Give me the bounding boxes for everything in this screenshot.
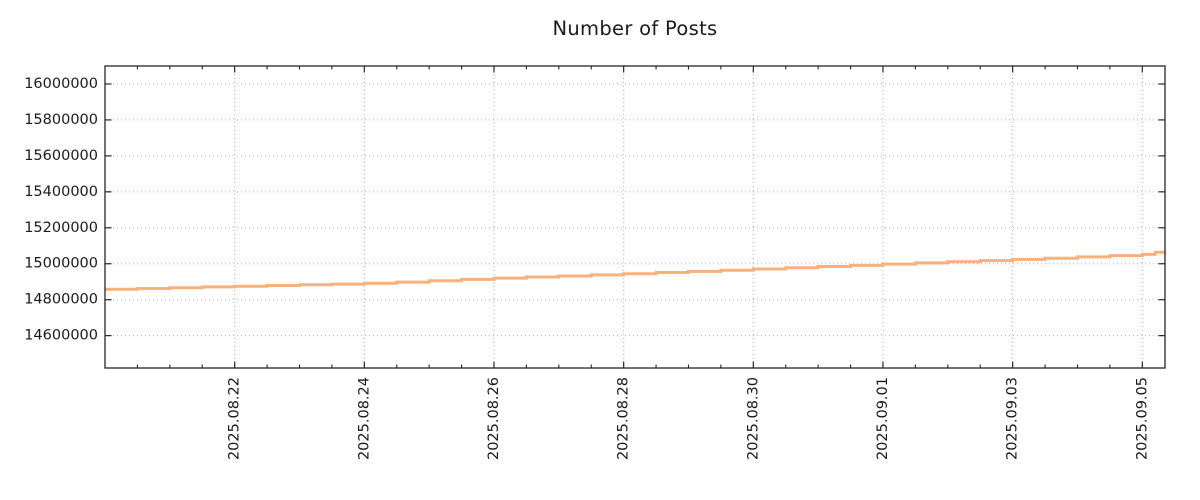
chart-title: Number of Posts: [552, 17, 718, 40]
x-tick-label: 2025.09.01: [875, 377, 891, 460]
y-tick-label: 15000000: [24, 256, 98, 272]
x-tick-label: 2025.08.28: [616, 377, 632, 460]
x-tick-label: 2025.09.05: [1134, 377, 1150, 460]
y-tick-label: 14800000: [24, 292, 98, 308]
x-tick-label: 2025.09.03: [1005, 377, 1021, 460]
x-tick-label: 2025.08.22: [227, 377, 243, 460]
y-tick-label: 15400000: [24, 184, 98, 200]
y-tick-label: 15200000: [24, 220, 98, 236]
x-tick-label: 2025.08.26: [486, 377, 502, 460]
y-tick-label: 14600000: [24, 328, 98, 344]
y-tick-label: 15600000: [24, 148, 98, 164]
y-tick-label: 15800000: [24, 112, 98, 128]
x-tick-label: 2025.08.30: [745, 377, 761, 460]
plot-border: [104, 65, 1166, 369]
x-tick-label: 2025.08.24: [356, 377, 372, 460]
y-tick-label: 16000000: [24, 76, 98, 92]
series-line-posts: [105, 250, 1167, 291]
